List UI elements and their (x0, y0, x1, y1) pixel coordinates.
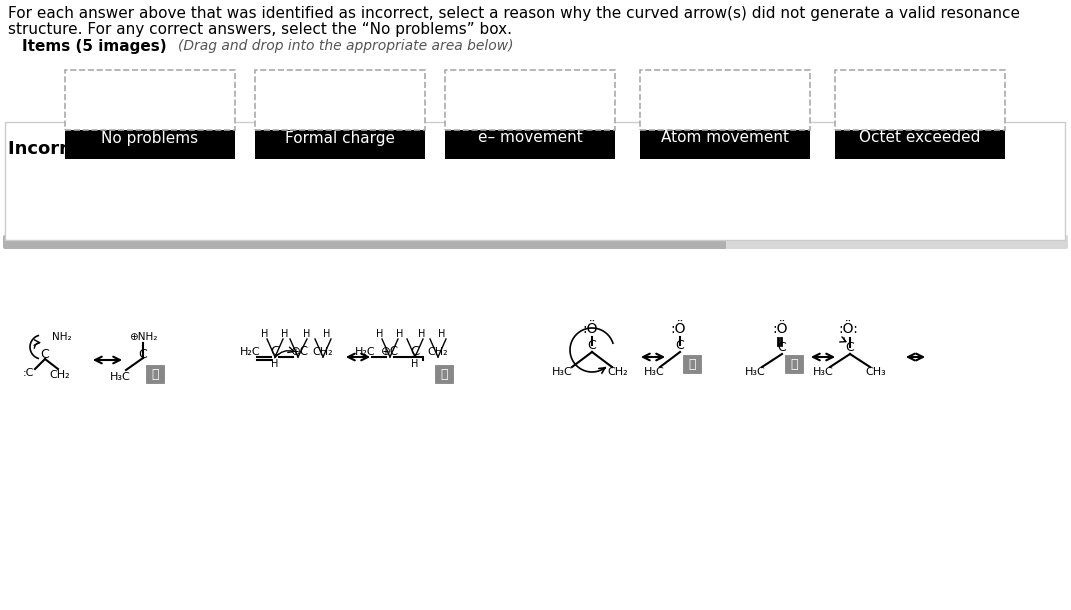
FancyBboxPatch shape (3, 235, 727, 249)
FancyBboxPatch shape (65, 70, 235, 130)
Text: ⤢: ⤢ (689, 357, 696, 370)
Text: H: H (323, 329, 331, 339)
FancyBboxPatch shape (726, 235, 1068, 249)
Text: Items (5 images): Items (5 images) (22, 39, 167, 54)
Text: C: C (846, 341, 855, 354)
Text: CH₂: CH₂ (427, 347, 449, 357)
Text: ⊕NH₂: ⊕NH₂ (129, 332, 157, 342)
Text: ⤢: ⤢ (440, 367, 448, 381)
FancyBboxPatch shape (683, 355, 702, 373)
Text: H₃C: H₃C (109, 372, 131, 382)
FancyBboxPatch shape (835, 117, 1005, 159)
Text: H₃C: H₃C (744, 367, 766, 377)
Text: :Ö: :Ö (772, 322, 788, 336)
Text: H₃C: H₃C (813, 367, 833, 377)
Text: H₃C: H₃C (644, 367, 664, 377)
Text: ⤢: ⤢ (151, 367, 159, 381)
FancyBboxPatch shape (146, 365, 164, 383)
FancyBboxPatch shape (435, 365, 453, 383)
Text: Octet exceeded: Octet exceeded (859, 131, 981, 146)
Text: H: H (411, 359, 419, 369)
Text: C: C (588, 339, 597, 352)
Text: ⊕C: ⊕C (291, 345, 310, 358)
FancyBboxPatch shape (640, 70, 810, 130)
FancyBboxPatch shape (444, 70, 615, 130)
Text: Formal charge: Formal charge (285, 131, 395, 146)
Text: C: C (778, 341, 786, 354)
FancyBboxPatch shape (785, 355, 803, 373)
Text: (Drag and drop into the appropriate area below): (Drag and drop into the appropriate area… (178, 39, 513, 53)
FancyBboxPatch shape (255, 117, 425, 159)
Text: ⤢: ⤢ (790, 357, 798, 370)
Text: C: C (41, 348, 49, 362)
FancyBboxPatch shape (640, 117, 810, 159)
Polygon shape (497, 190, 573, 220)
Text: H₂C: H₂C (240, 347, 260, 357)
FancyBboxPatch shape (255, 70, 425, 130)
Text: H: H (282, 329, 289, 339)
Text: C: C (270, 345, 280, 358)
Text: CH₂: CH₂ (49, 370, 71, 380)
Text: CH₂: CH₂ (607, 367, 629, 377)
Text: CH₂: CH₂ (313, 347, 333, 357)
Text: Incorrect Aspect: Incorrect Aspect (7, 140, 175, 158)
Text: Atom movement: Atom movement (661, 131, 789, 146)
Text: H₃C: H₃C (552, 367, 572, 377)
Text: H: H (438, 329, 446, 339)
Text: :Ö:: :Ö: (839, 322, 858, 336)
FancyBboxPatch shape (835, 70, 1005, 130)
Text: C: C (410, 345, 420, 358)
Text: C: C (676, 339, 684, 352)
Text: No problems: No problems (102, 131, 198, 146)
Text: H: H (303, 329, 311, 339)
Text: H: H (376, 329, 383, 339)
Text: :Ö: :Ö (583, 322, 598, 336)
Text: structure. For any correct answers, select the “No problems” box.: structure. For any correct answers, sele… (7, 22, 512, 37)
Text: For each answer above that was identified as incorrect, select a reason why the : For each answer above that was identifie… (7, 6, 1020, 21)
Text: H: H (271, 359, 278, 369)
FancyBboxPatch shape (5, 122, 1065, 240)
Text: CH₃: CH₃ (865, 367, 887, 377)
Text: H₂C: H₂C (355, 347, 375, 357)
Text: H: H (396, 329, 404, 339)
Text: ⊕C: ⊕C (381, 345, 399, 358)
Text: :Ö: :Ö (670, 322, 685, 336)
Text: C: C (138, 348, 148, 362)
Text: :C: :C (22, 368, 33, 378)
Text: H: H (261, 329, 269, 339)
FancyBboxPatch shape (444, 117, 615, 159)
Text: e– movement: e– movement (478, 131, 583, 146)
Text: H: H (419, 329, 425, 339)
FancyBboxPatch shape (65, 117, 235, 159)
Text: NH₂: NH₂ (52, 332, 72, 342)
